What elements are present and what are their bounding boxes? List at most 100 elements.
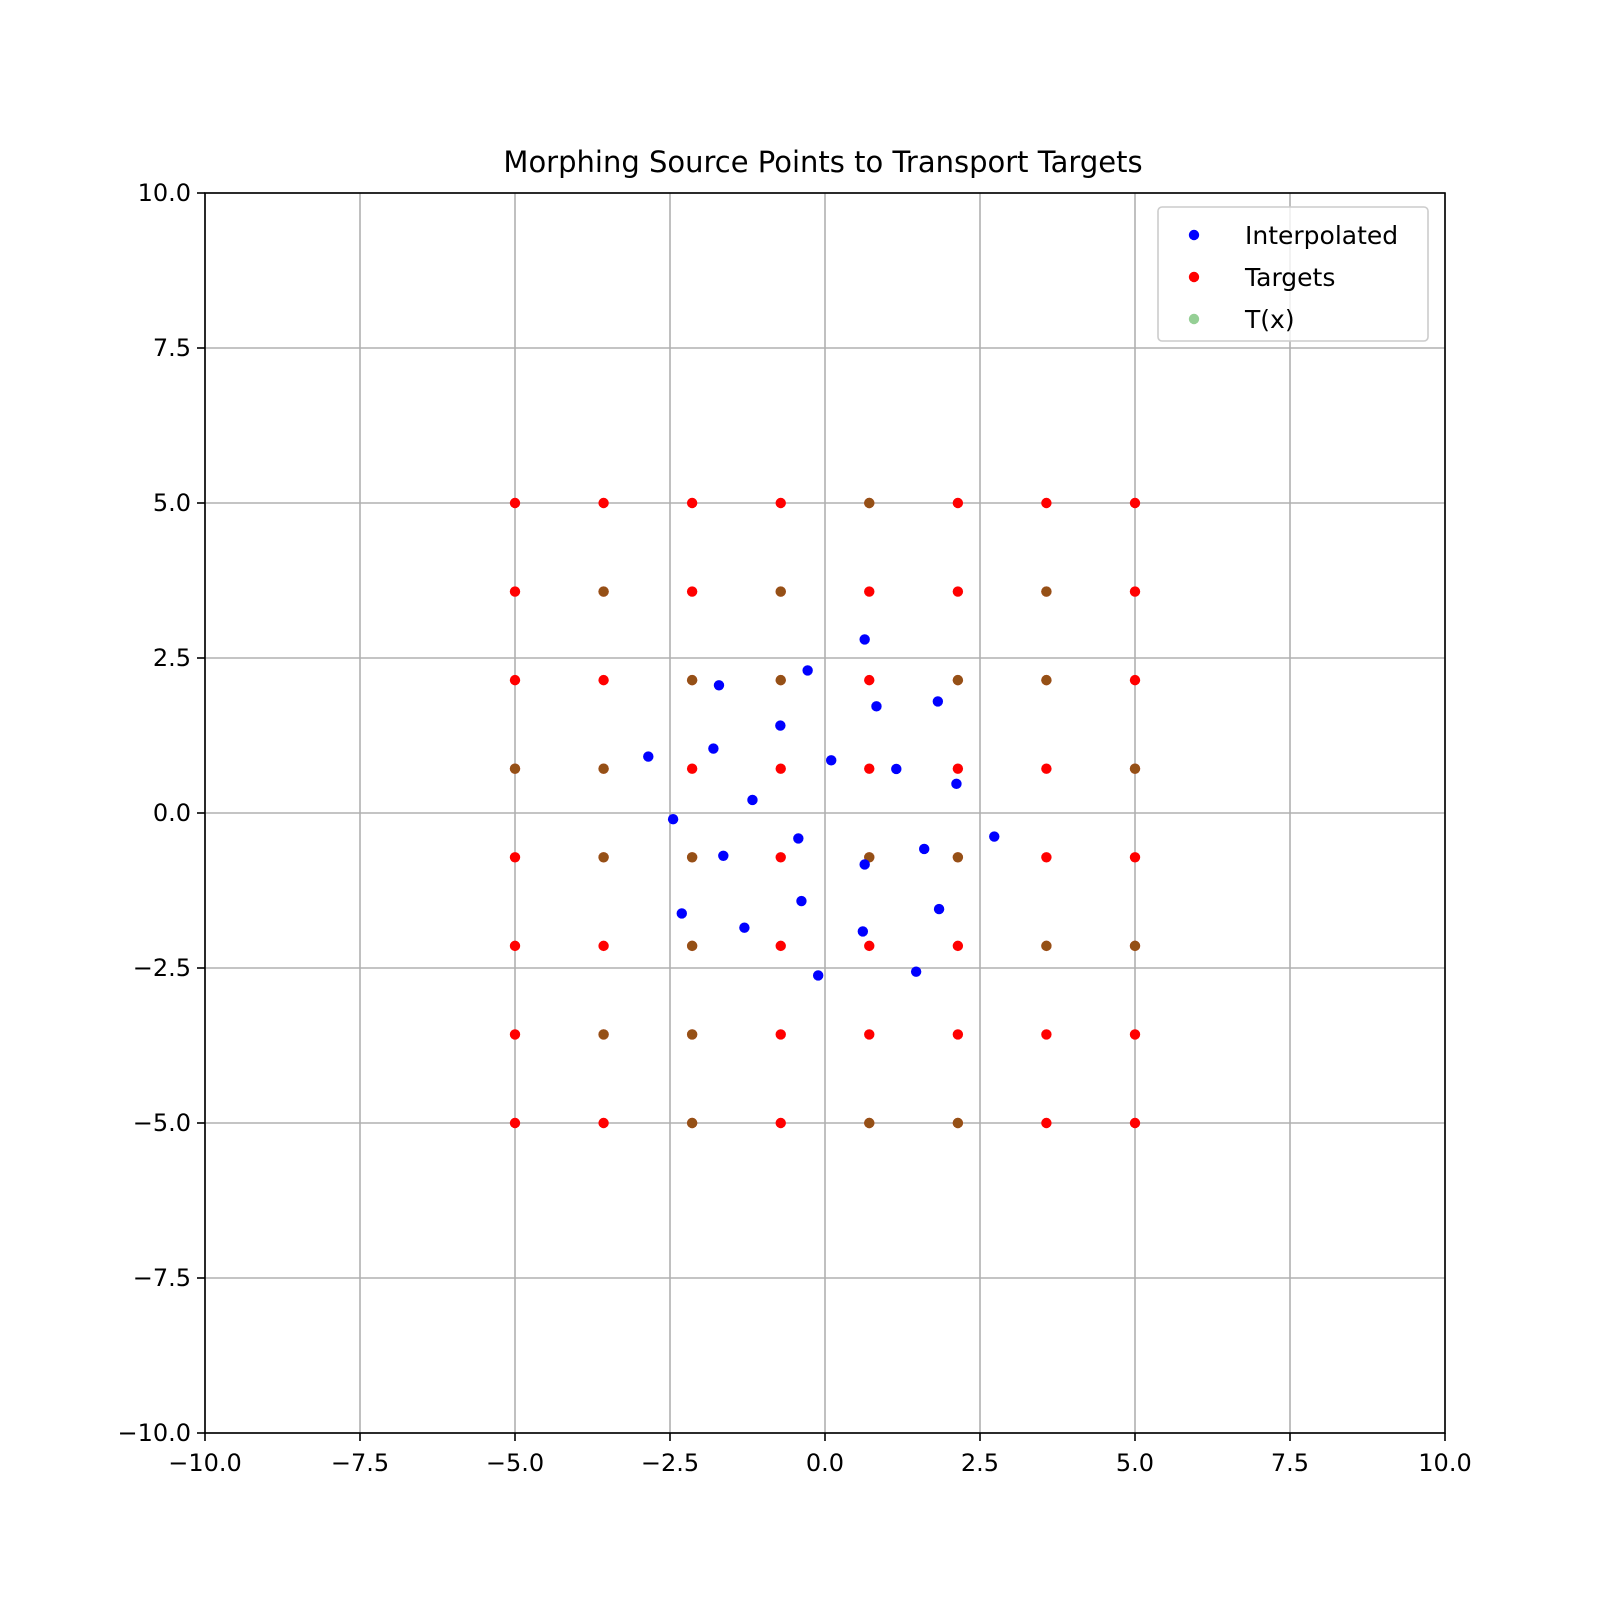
interpolated-point [775,720,786,731]
interpolated-point [857,926,869,937]
interpolated-point [643,751,654,762]
grid-lines [204,192,1446,1434]
legend-entries: Interpolated Targets T(x) [1188,221,1398,334]
y-tick-label: −5.0 [133,1109,191,1137]
interpolated-point [718,850,729,861]
legend-label: T(x) [1244,305,1295,334]
interpolated-point [747,794,758,806]
transport-point [1129,763,1141,774]
target-point [1129,674,1141,686]
legend: Interpolated Targets T(x) [1157,206,1429,342]
transport-point [598,1029,609,1040]
transport-point [864,497,875,509]
transport-point [952,1117,964,1129]
transport-point [864,1117,875,1129]
legend-box [1157,206,1429,342]
x-tick-label: 7.5 [1271,1449,1309,1477]
interpolated-point [802,665,813,676]
transport-point [952,852,964,863]
transport-point [686,1117,698,1129]
y-tick-label: 10.0 [138,179,191,207]
target-point [509,674,521,686]
interpolated-point [859,634,870,645]
interpolated-point [793,833,804,844]
target-point [952,497,964,509]
target-point [598,1117,609,1129]
interpolated-point [708,743,719,754]
transport-point [598,763,609,774]
transport-point [598,586,609,597]
target-point [775,497,786,509]
transport-point [1041,674,1052,686]
target-point [509,586,521,597]
target-point [1129,1029,1141,1040]
target-point [598,497,609,509]
interpolated-point [932,696,944,707]
target-point [1041,1117,1052,1129]
transport-point [1041,586,1052,597]
y-tick-label: 7.5 [153,334,191,362]
interpolated-point [910,966,922,977]
y-tick-label: −7.5 [133,1264,191,1292]
axis-ticks: −10.0 −7.5 −5.0 −2.5 0.0 2.5 5.0 7.5 10.0 −10.0 −7… [117,179,1471,1477]
x-tick-label: 10.0 [1418,1449,1471,1477]
interpolated-point [891,763,902,775]
target-point [509,1117,521,1129]
y-tick-label: 5.0 [153,489,191,517]
target-point [1129,586,1141,597]
x-tick-label: −5.0 [486,1449,544,1477]
target-point [509,852,521,863]
target-point [775,852,786,863]
legend-marker [1188,313,1200,325]
x-tick-label: 0.0 [806,1449,844,1477]
transport-point [598,852,609,863]
legend-label: Interpolated [1245,221,1398,250]
interpolated-point [826,755,837,766]
transport-point [509,763,521,774]
target-point [775,763,786,774]
x-tick-label: −2.5 [641,1449,699,1477]
target-point [775,940,786,952]
transport-point [952,674,964,686]
target-point [775,1029,786,1040]
interpolated-point [933,903,945,915]
target-point [952,763,964,774]
transport-point [686,852,698,863]
target-point [1041,1029,1052,1040]
x-tick-label: 2.5 [961,1449,999,1477]
target-point [1041,497,1052,509]
target-point [509,497,521,509]
interpolated-point [713,680,725,691]
target-point [1041,763,1052,774]
transport-point [775,674,786,686]
target-point [952,586,964,597]
legend-marker [1188,271,1200,283]
target-point [952,940,964,952]
transport-point [775,586,786,597]
target-point [686,586,698,597]
interpolated-point [951,778,962,790]
transport-point [1129,940,1141,952]
y-tick-label: 2.5 [153,644,191,672]
data-points [509,497,1141,1129]
transport-point [686,1029,698,1040]
target-point [1129,497,1141,509]
interpolated-point [667,814,679,825]
legend-label: Targets [1244,263,1335,292]
interpolated-point [989,831,1000,842]
interpolated-point [796,895,807,907]
target-point [509,1029,521,1040]
chart-title: Morphing Source Points to Transport Targ… [503,145,1142,179]
plot-area-frame [204,192,1446,1434]
x-tick-label: 5.0 [1116,1449,1154,1477]
target-point [775,1117,786,1129]
legend-marker [1188,229,1200,241]
x-tick-label: −10.0 [168,1449,242,1477]
transport-point [686,940,698,952]
target-point [864,586,875,597]
interpolated-point [812,970,824,981]
target-point [864,763,875,774]
target-point [1129,852,1141,863]
